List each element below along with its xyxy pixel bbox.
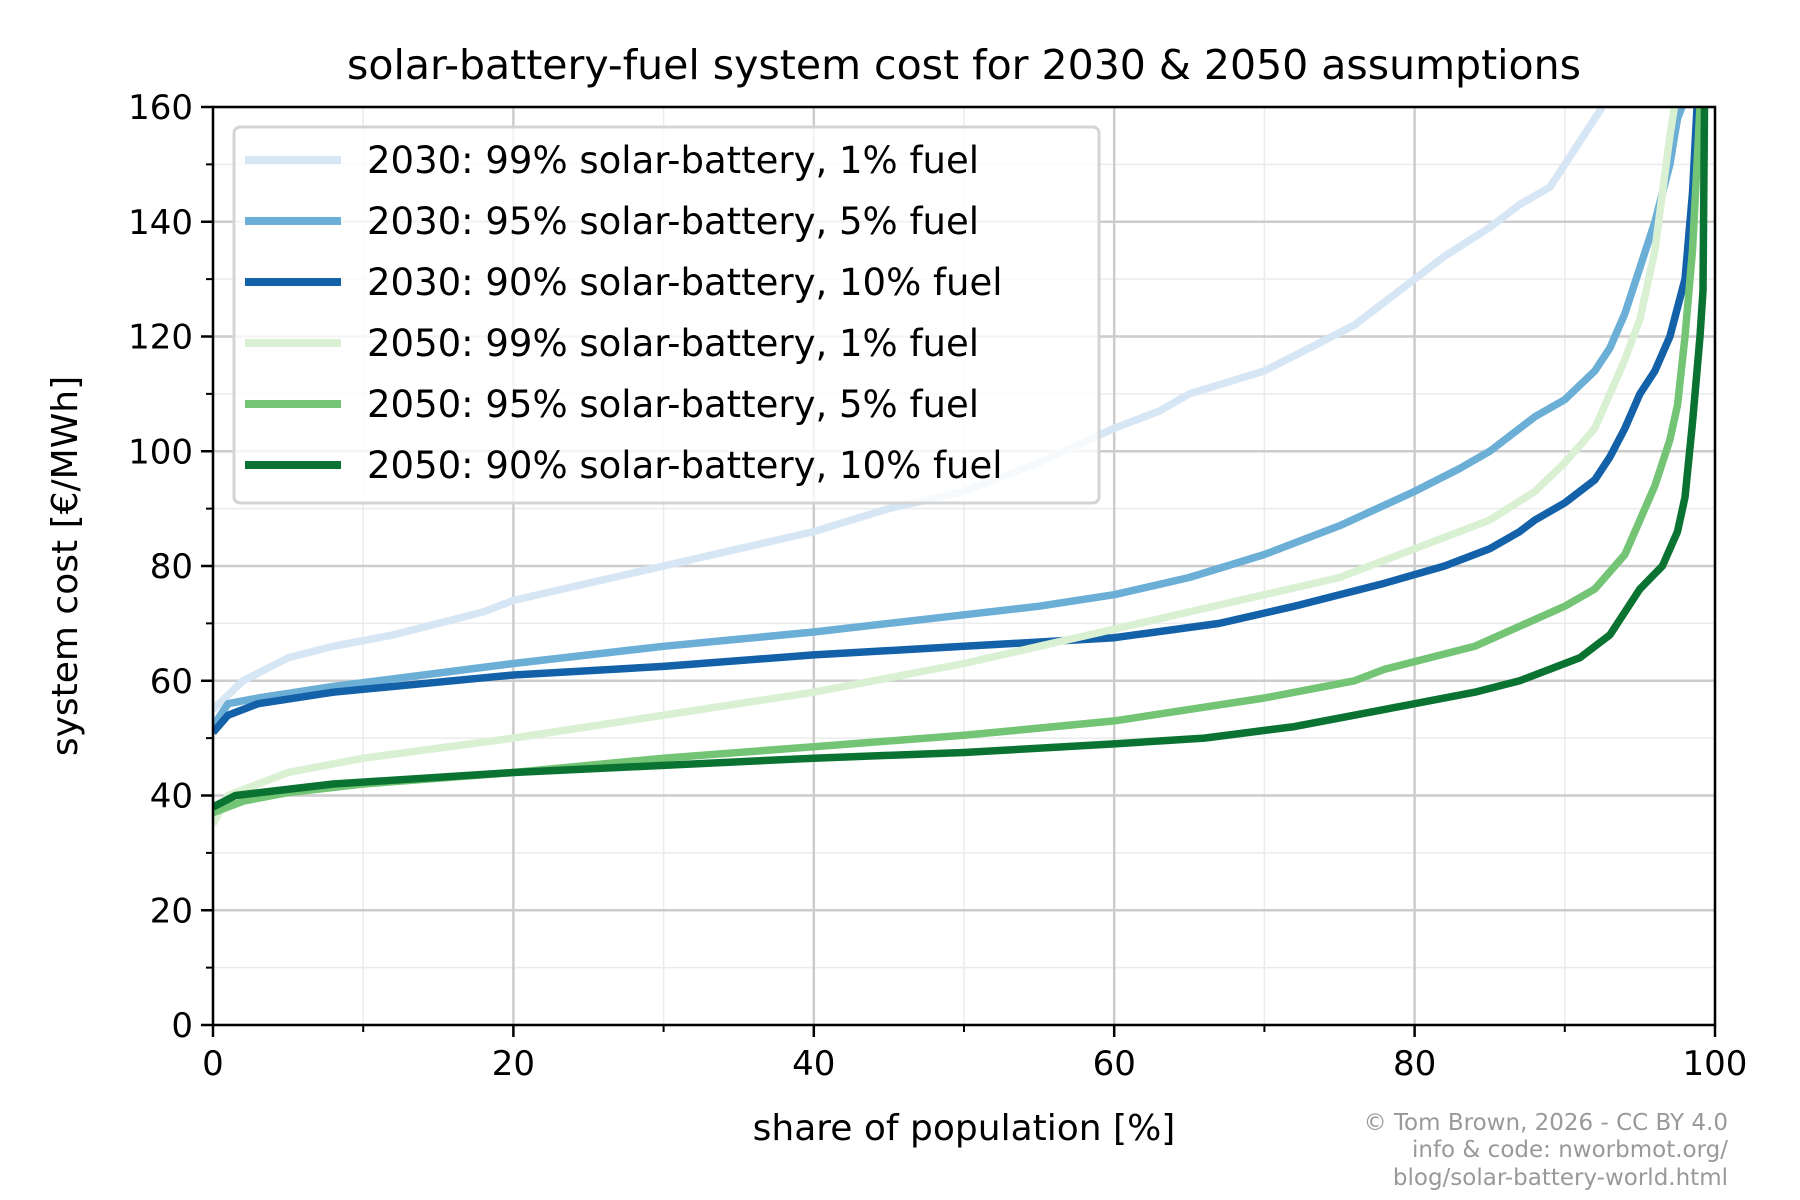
series-line-3 [213, 107, 1701, 735]
y-tick-label: 140 [128, 203, 193, 243]
x-tick-label: 60 [1093, 1044, 1136, 1084]
credit-line-1: © Tom Brown, 2026 - CC BY 4.0 [1364, 1110, 1728, 1136]
series-line-1 [213, 107, 1606, 713]
legend: 2030: 99% solar-battery, 1% fuel 2030: 95… [232, 125, 1101, 505]
x-tick-label: 40 [792, 1044, 835, 1084]
series-line-2 [213, 107, 1686, 729]
legend-label: 2030: 95% solar-battery, 5% fuel [367, 200, 979, 243]
x-tick-label: 20 [492, 1044, 535, 1084]
legend-label: 2050: 99% solar-battery, 1% fuel [367, 322, 979, 365]
y-tick-label: 40 [150, 777, 193, 817]
y-tick-label: 20 [150, 891, 193, 931]
y-tick-label: 120 [128, 318, 193, 358]
x-axis-label: share of population [%] [753, 1108, 1176, 1149]
series-lines [213, 107, 1709, 826]
legend-label: 2050: 95% solar-battery, 5% fuel [367, 383, 979, 426]
legend-box [232, 125, 1101, 505]
credit-line-2: info & code: nworbmot.org/ [1412, 1137, 1728, 1163]
y-tick-label: 100 [128, 432, 193, 472]
series-line-6 [213, 107, 1709, 811]
y-axis-label: system cost [€/MWh] [45, 376, 86, 756]
legend-label: 2050: 90% solar-battery, 10% fuel [367, 444, 1003, 487]
y-tick-label: 0 [171, 1006, 193, 1046]
series-line-4 [213, 107, 1679, 826]
y-tick-label: 60 [150, 662, 193, 702]
y-tick-label: 160 [128, 88, 193, 128]
legend-label: 2030: 90% solar-battery, 10% fuel [367, 261, 1003, 304]
y-tick-label: 80 [150, 547, 193, 587]
chart-title: solar-battery-fuel system cost for 2030 … [347, 41, 1581, 89]
legend-label: 2030: 99% solar-battery, 1% fuel [367, 139, 979, 182]
x-tick-label: 80 [1393, 1044, 1436, 1084]
x-tick-label: 100 [1683, 1044, 1748, 1084]
credit-line-3: blog/solar-battery-world.html [1393, 1165, 1728, 1191]
axes: 0 20 40 60 80 100 0 20 40 60 80 100 120 140 160 [128, 88, 1747, 1084]
x-tick-label: 0 [202, 1044, 224, 1084]
